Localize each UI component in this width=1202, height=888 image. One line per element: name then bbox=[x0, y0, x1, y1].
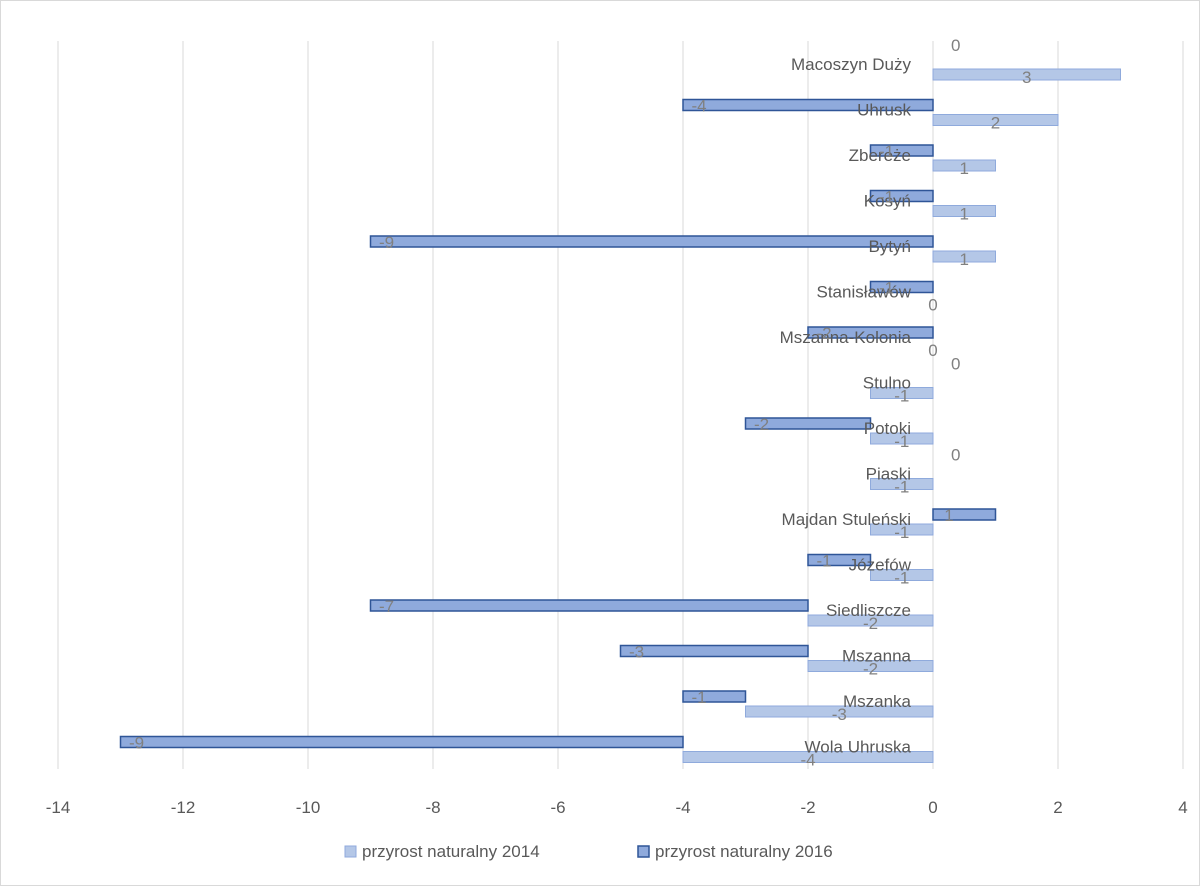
category-label: Mszanna bbox=[842, 647, 912, 666]
bar-2016 bbox=[369, 235, 934, 248]
data-label-2016: 0 bbox=[951, 446, 960, 465]
legend-swatch-2016 bbox=[637, 845, 650, 858]
category-label: Józefów bbox=[849, 556, 912, 575]
data-label-2014: -1 bbox=[894, 523, 909, 542]
bar-2016 bbox=[807, 553, 872, 567]
category-label: Majdan Stuleński bbox=[782, 510, 911, 529]
data-label-2016: -1 bbox=[691, 688, 706, 707]
bar-2014 bbox=[807, 614, 934, 627]
bar-2014 bbox=[932, 159, 996, 172]
bar-2014 bbox=[870, 478, 934, 490]
category-label: Wola Uhruska bbox=[805, 738, 912, 757]
data-label-2014: -1 bbox=[894, 569, 909, 588]
bar-2014 bbox=[870, 523, 934, 536]
bar-2014 bbox=[932, 205, 996, 217]
category-label: Zbereże bbox=[849, 146, 911, 165]
data-label-2016: 0 bbox=[951, 36, 960, 55]
bar-2014 bbox=[682, 751, 934, 763]
data-label-2014: 1 bbox=[960, 250, 969, 269]
bar-2016 bbox=[869, 280, 934, 294]
data-label-2016: -4 bbox=[691, 97, 706, 116]
data-label-2016: -1 bbox=[879, 188, 894, 207]
data-label-2016: -2 bbox=[816, 324, 831, 343]
category-label: Kosyń bbox=[864, 192, 911, 211]
bar-2016 bbox=[807, 326, 934, 339]
bar-2014 bbox=[932, 250, 996, 263]
data-label-2016: -1 bbox=[879, 279, 894, 298]
bar-2016 bbox=[682, 98, 934, 112]
x-tick-label: -6 bbox=[550, 798, 565, 817]
bar-2014 bbox=[745, 705, 934, 718]
category-label: Stulno bbox=[863, 374, 911, 393]
x-tick-label: -12 bbox=[171, 798, 196, 817]
category-label: Piaski bbox=[866, 465, 911, 484]
data-label-2014: 1 bbox=[960, 205, 969, 224]
data-label-2014: -1 bbox=[894, 432, 909, 451]
bar-2014 bbox=[932, 114, 1059, 126]
x-tick-label: -2 bbox=[800, 798, 815, 817]
data-label-2014: 3 bbox=[1022, 68, 1031, 87]
data-label-2014: -1 bbox=[894, 478, 909, 497]
data-label-2014: 0 bbox=[928, 341, 937, 360]
bar-2016 bbox=[869, 144, 934, 157]
data-label-2016: -1 bbox=[816, 552, 831, 571]
bar-2016 bbox=[119, 735, 684, 749]
data-label-2016: 1 bbox=[944, 506, 953, 525]
category-label: Macoszyn Duży bbox=[791, 55, 911, 74]
data-label-2016: 0 bbox=[951, 355, 960, 374]
bar-2016 bbox=[744, 417, 872, 430]
category-label: Siedliszcze bbox=[826, 601, 911, 620]
bar-2014 bbox=[807, 660, 934, 672]
bar-2014 bbox=[870, 387, 934, 399]
x-tick-label: -4 bbox=[675, 798, 690, 817]
legend-label-2016: przyrost naturalny 2016 bbox=[655, 842, 833, 861]
data-label-2014: -2 bbox=[863, 660, 878, 679]
data-label-2014: 2 bbox=[991, 114, 1000, 133]
data-label-2014: -2 bbox=[863, 614, 878, 633]
legend-swatch-2014 bbox=[344, 845, 357, 858]
category-label: Mszanna-Kolonia bbox=[780, 328, 912, 347]
category-label: Bytyń bbox=[868, 237, 911, 256]
x-tick-label: -14 bbox=[46, 798, 71, 817]
data-label-2014: 0 bbox=[928, 296, 937, 315]
data-label-2014: -1 bbox=[894, 387, 909, 406]
bar-2016 bbox=[369, 599, 809, 612]
x-tick-label: -10 bbox=[296, 798, 321, 817]
bar-2016 bbox=[932, 508, 997, 521]
category-label: Mszanka bbox=[843, 692, 912, 711]
x-tick-label: 4 bbox=[1178, 798, 1187, 817]
category-label: Stanisławów bbox=[817, 283, 912, 302]
data-label-2016: -9 bbox=[379, 233, 394, 252]
grid-layer bbox=[57, 41, 1184, 769]
bar-2014 bbox=[870, 432, 934, 445]
bar-2016 bbox=[869, 189, 934, 203]
x-tick-label: 2 bbox=[1053, 798, 1062, 817]
data-label-2014: -3 bbox=[832, 705, 847, 724]
bar-2016 bbox=[619, 644, 809, 658]
bar-2016 bbox=[682, 690, 747, 703]
data-label-2016: -1 bbox=[879, 142, 894, 161]
x-tick-label: 0 bbox=[928, 798, 937, 817]
bar-2014 bbox=[870, 569, 934, 581]
legend: przyrost naturalny 2014 przyrost naturaln… bbox=[344, 842, 833, 861]
category-label: Uhrusk bbox=[857, 101, 911, 120]
category-labels: Macoszyn Duży Uhrusk Zbereże Kosyń Bytyń Stan… bbox=[780, 55, 912, 757]
bars-layer bbox=[119, 68, 1121, 763]
x-tick-label: -8 bbox=[425, 798, 440, 817]
category-label: Potoki bbox=[864, 419, 911, 438]
bar-2014 bbox=[932, 68, 1121, 81]
data-label-2014: 1 bbox=[960, 159, 969, 178]
data-label-2016: -9 bbox=[129, 734, 144, 753]
legend-label-2014: przyrost naturalny 2014 bbox=[362, 842, 540, 861]
data-labels: 3 0 2 -4 1 -1 1 -1 1 -9 0 -1 0 -2 -1 0 -1 -2 -1 0 -1 1 -1 -1 -2 -… bbox=[129, 36, 1032, 770]
data-label-2016: -7 bbox=[379, 597, 394, 616]
data-label-2014: -4 bbox=[800, 751, 815, 770]
data-label-2016: -2 bbox=[754, 415, 769, 434]
data-label-2016: -3 bbox=[629, 643, 644, 662]
x-axis-ticks: -14 -12 -10 -8 -6 -4 -2 0 2 4 bbox=[46, 798, 1188, 817]
